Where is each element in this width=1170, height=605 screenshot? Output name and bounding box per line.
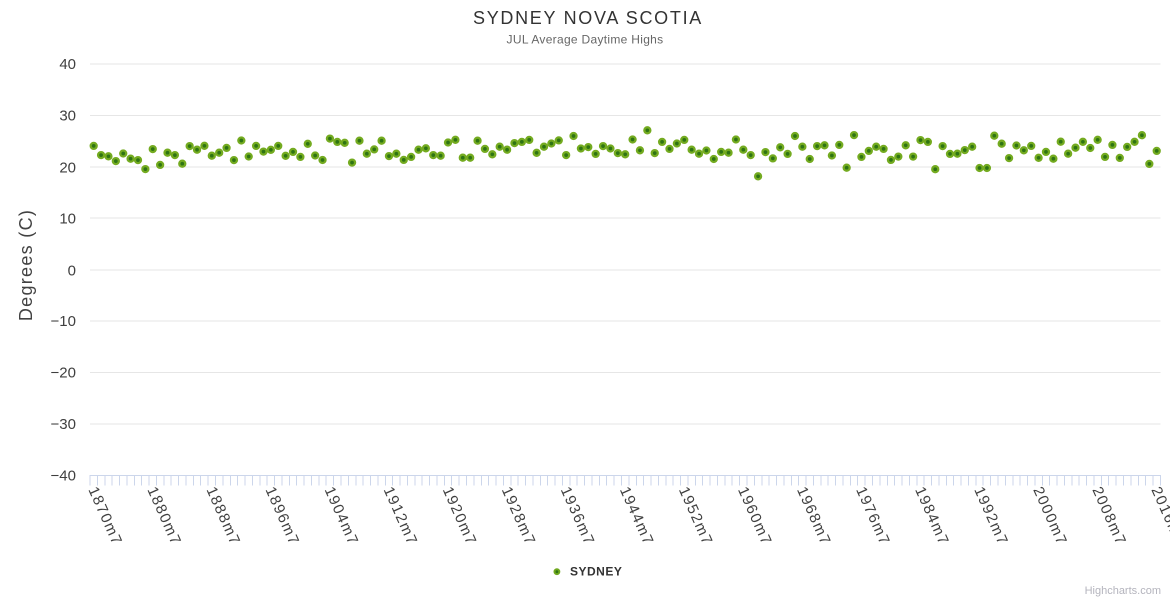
svg-text:−30: −30: [51, 416, 76, 433]
svg-text:Degrees (C): Degrees (C): [16, 209, 36, 321]
svg-text:10: 10: [59, 210, 76, 227]
svg-text:−20: −20: [51, 365, 76, 382]
svg-text:−10: −10: [51, 313, 76, 330]
svg-text:30: 30: [59, 108, 76, 125]
svg-text:SYDNEY NOVA SCOTIA: SYDNEY NOVA SCOTIA: [473, 8, 703, 28]
svg-text:40: 40: [59, 56, 76, 73]
svg-text:Highcharts.com: Highcharts.com: [1085, 585, 1161, 597]
svg-text:−40: −40: [51, 468, 76, 485]
svg-text:20: 20: [59, 159, 76, 176]
svg-text:JUL Average Daytime Highs: JUL Average Daytime Highs: [507, 33, 664, 47]
svg-text:0: 0: [68, 262, 76, 279]
svg-text:SYDNEY: SYDNEY: [570, 565, 622, 579]
